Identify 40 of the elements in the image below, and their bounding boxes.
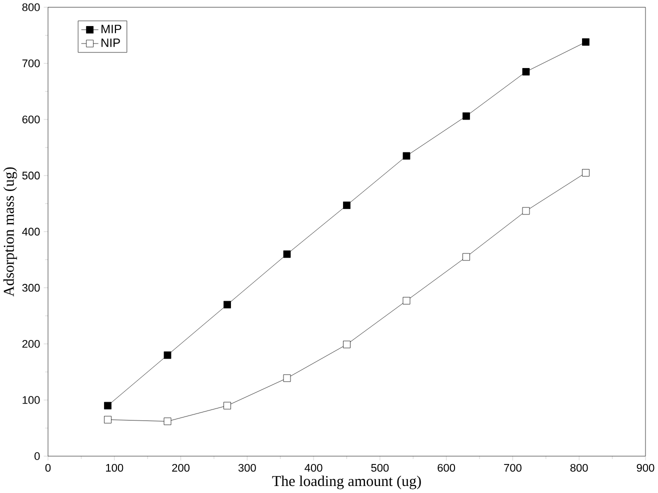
x-tick-label: 600 <box>438 464 456 472</box>
x-tick-label: 400 <box>304 464 322 472</box>
x-tick-label: 200 <box>172 464 190 472</box>
point <box>343 340 350 348</box>
y-tick-label: 0 <box>34 452 40 460</box>
point <box>164 352 172 360</box>
point <box>522 207 530 215</box>
point <box>462 112 470 120</box>
x-tick-label: 900 <box>636 464 654 472</box>
point <box>164 418 172 426</box>
y-tick-label: 400 <box>22 228 40 236</box>
x-tick-label: 0 <box>45 464 51 472</box>
x-tick-label: 300 <box>238 464 256 472</box>
legend-label: MIP <box>102 25 122 34</box>
x-tick-label: 100 <box>106 464 124 472</box>
point <box>402 297 410 305</box>
point <box>224 402 231 410</box>
point <box>402 152 410 160</box>
x-tick-label: 500 <box>371 464 389 472</box>
point <box>462 253 470 261</box>
x-tick-label: 700 <box>504 464 522 472</box>
point <box>104 416 112 424</box>
x-tick-label: 800 <box>570 464 588 472</box>
point <box>522 68 530 76</box>
y-tick-label: 300 <box>22 284 40 292</box>
point <box>283 250 291 258</box>
point <box>343 202 350 210</box>
point <box>104 402 112 410</box>
y-axis-title: Adsorption mass (ug) <box>3 168 17 297</box>
y-tick-label: 800 <box>22 4 40 12</box>
y-tick-label: 500 <box>22 172 40 180</box>
y-tick-label: 600 <box>22 116 40 124</box>
point <box>283 374 291 382</box>
y-tick-label: 700 <box>22 60 40 68</box>
point <box>582 38 590 46</box>
y-tick-label: 100 <box>22 396 40 404</box>
point <box>224 301 231 309</box>
legend-label: NIP <box>102 38 120 48</box>
y-tick-label: 200 <box>22 340 40 348</box>
x-axis-title: The loading amount (ug) <box>272 476 421 490</box>
